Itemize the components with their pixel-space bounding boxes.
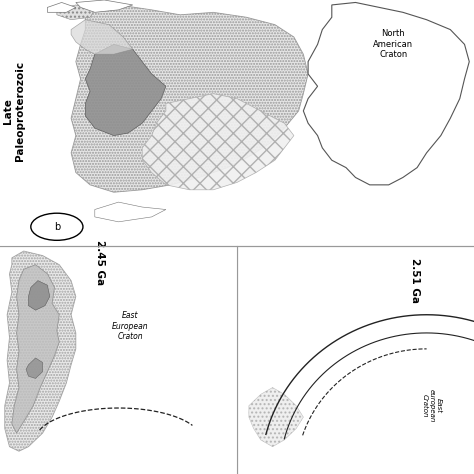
Polygon shape bbox=[5, 251, 76, 451]
Polygon shape bbox=[71, 20, 133, 54]
Text: North
American
Craton: North American Craton bbox=[374, 29, 413, 59]
Text: Late
Paleoproterozoic: Late Paleoproterozoic bbox=[3, 61, 25, 161]
Polygon shape bbox=[47, 2, 76, 12]
Text: East
European
Craton: East European Craton bbox=[112, 311, 149, 341]
Polygon shape bbox=[28, 281, 50, 310]
Polygon shape bbox=[76, 0, 133, 12]
Polygon shape bbox=[85, 45, 166, 136]
Polygon shape bbox=[57, 5, 95, 20]
Text: 2.51 Ga: 2.51 Ga bbox=[410, 258, 420, 303]
Polygon shape bbox=[12, 264, 59, 433]
Text: East
european
Craton: East european Craton bbox=[421, 389, 441, 422]
Polygon shape bbox=[26, 358, 43, 378]
Polygon shape bbox=[142, 94, 294, 190]
Polygon shape bbox=[249, 388, 303, 447]
Polygon shape bbox=[71, 5, 308, 192]
Text: b: b bbox=[54, 222, 60, 232]
Polygon shape bbox=[95, 202, 166, 222]
Text: 2.45 Ga: 2.45 Ga bbox=[94, 240, 105, 285]
Polygon shape bbox=[303, 2, 469, 185]
